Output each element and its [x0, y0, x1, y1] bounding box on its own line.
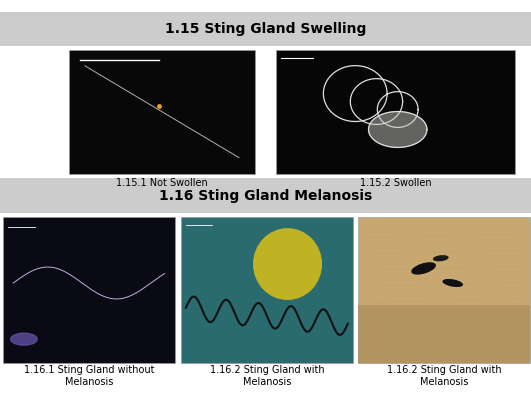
Text: 1.16.2 Sting Gland with
Melanosis: 1.16.2 Sting Gland with Melanosis: [210, 365, 324, 387]
Ellipse shape: [433, 255, 449, 261]
Polygon shape: [369, 112, 427, 147]
Text: 1.15.1 Not Swollen: 1.15.1 Not Swollen: [116, 178, 208, 188]
Text: 1.16.1 Sting Gland without
Melanosis: 1.16.1 Sting Gland without Melanosis: [24, 365, 154, 387]
Bar: [69, 50, 255, 174]
Bar: [358, 217, 530, 363]
Polygon shape: [11, 333, 37, 345]
Ellipse shape: [411, 262, 436, 275]
Bar: [3, 217, 175, 363]
Text: 1.15.2 Swollen: 1.15.2 Swollen: [360, 178, 431, 188]
Text: 1.15 Sting Gland Swelling: 1.15 Sting Gland Swelling: [165, 22, 366, 36]
Bar: [276, 50, 515, 174]
Bar: [181, 217, 353, 363]
Bar: [358, 305, 530, 363]
Text: 1.16 Sting Gland Melanosis: 1.16 Sting Gland Melanosis: [159, 188, 372, 203]
Ellipse shape: [442, 279, 463, 287]
Text: 1.16.2 Sting Gland with
Melanosis: 1.16.2 Sting Gland with Melanosis: [387, 365, 501, 387]
Bar: [0, 178, 531, 213]
Ellipse shape: [253, 228, 322, 300]
Bar: [0, 12, 531, 46]
